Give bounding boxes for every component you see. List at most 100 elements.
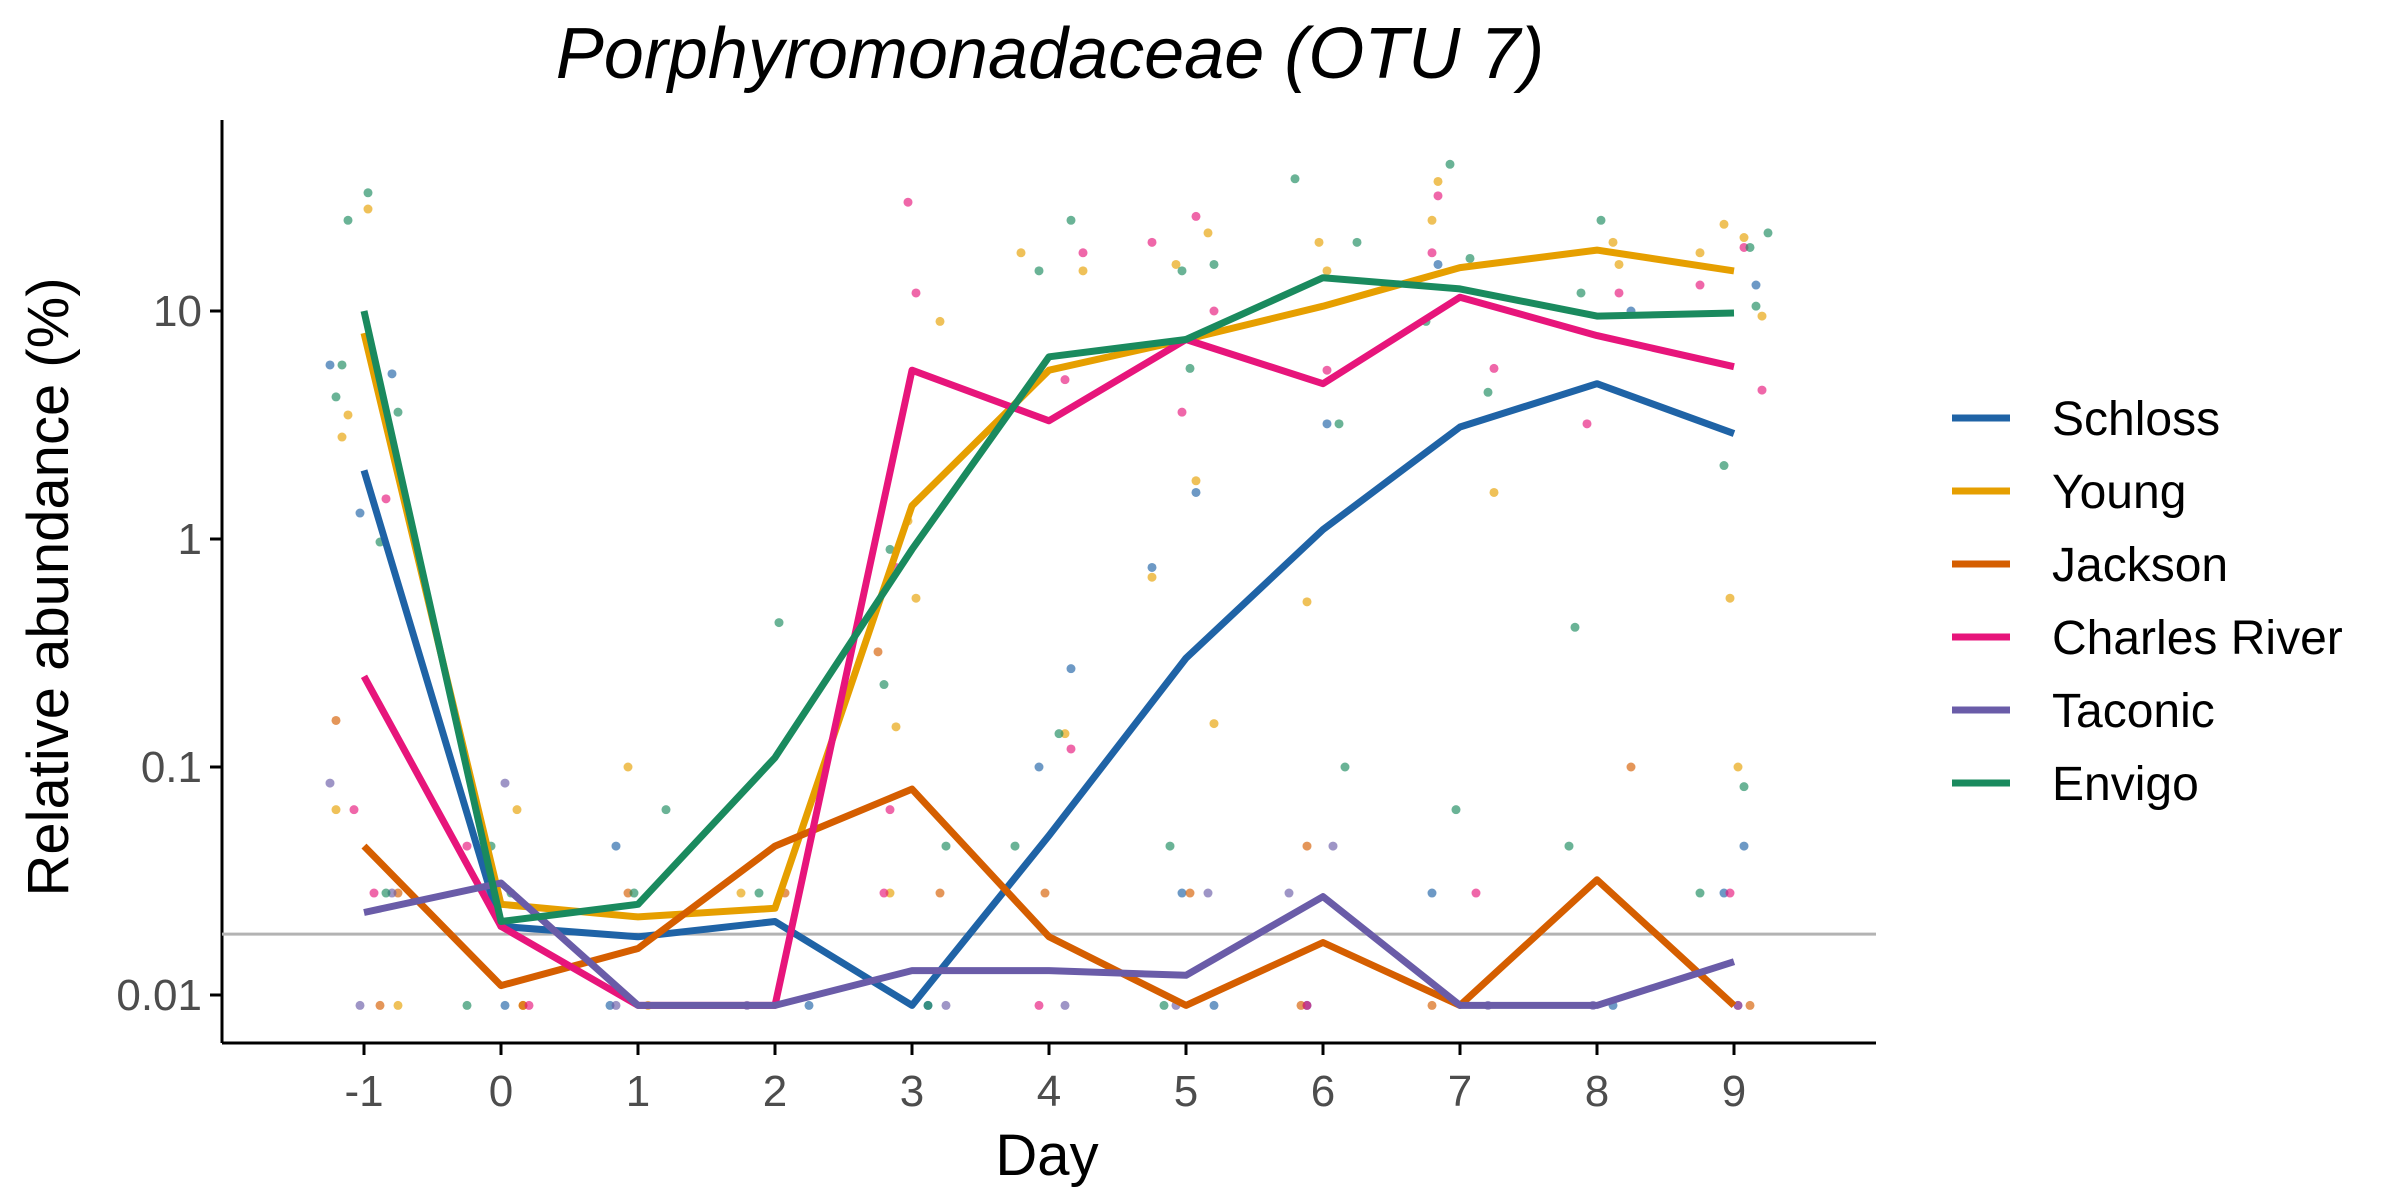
data-point-taconic bbox=[1328, 841, 1338, 851]
data-point-envigo bbox=[1576, 288, 1586, 298]
data-point-taconic bbox=[500, 778, 510, 788]
data-point-charles-river bbox=[911, 288, 921, 298]
data-point-envigo bbox=[1034, 266, 1044, 276]
data-point-charles-river bbox=[879, 888, 889, 898]
series-line-charles-river bbox=[360, 293, 1735, 1009]
data-point-young bbox=[1314, 237, 1324, 247]
data-point-young bbox=[1739, 233, 1749, 243]
data-point-charles-river bbox=[1471, 888, 1481, 898]
data-point-envigo bbox=[774, 618, 784, 628]
data-point-envigo bbox=[1570, 622, 1580, 632]
data-point-young bbox=[1302, 597, 1312, 607]
data-point-charles-river bbox=[1489, 363, 1499, 373]
data-point-charles-river bbox=[903, 197, 913, 207]
data-point-envigo bbox=[1054, 729, 1064, 739]
data-point-schloss bbox=[325, 360, 335, 370]
data-point-young bbox=[1433, 176, 1443, 186]
data-point-schloss bbox=[1034, 762, 1044, 772]
y-tick-label: 0.01 bbox=[116, 971, 202, 1020]
data-point-young bbox=[1757, 311, 1767, 321]
data-point-envigo bbox=[1066, 215, 1076, 225]
data-point-young bbox=[1147, 572, 1157, 582]
data-point-young bbox=[1203, 228, 1213, 238]
plot-area: 0.01 0.1 1 10 -1 0 1 2 3 4 5 6 7 8 9 bbox=[116, 120, 1876, 1116]
data-point-young bbox=[1489, 487, 1499, 497]
x-tick-label: 9 bbox=[1722, 1067, 1746, 1116]
data-point-envigo bbox=[661, 805, 671, 815]
legend-item-taconic: Taconic bbox=[1952, 685, 2215, 738]
x-tick-label: 7 bbox=[1448, 1067, 1472, 1116]
data-point-young bbox=[1614, 259, 1624, 269]
data-point-charles-river bbox=[1427, 248, 1437, 258]
data-point-jackson bbox=[1185, 888, 1195, 898]
data-point-charles-river bbox=[1066, 744, 1076, 754]
data-point-jackson bbox=[1427, 1000, 1437, 1010]
data-point-envigo bbox=[629, 888, 639, 898]
legend-label: Schloss bbox=[2052, 393, 2220, 446]
data-point-envigo bbox=[1695, 888, 1705, 898]
data-point-jackson bbox=[1745, 1000, 1755, 1010]
data-point-envigo bbox=[1739, 782, 1749, 792]
data-point-jackson bbox=[331, 715, 341, 725]
data-point-young bbox=[393, 1000, 403, 1010]
y-tick-label: 10 bbox=[153, 287, 202, 336]
data-point-envigo bbox=[1159, 1000, 1169, 1010]
legend-item-jackson: Jackson bbox=[1952, 539, 2228, 592]
data-point-young bbox=[736, 888, 746, 898]
data-point-envigo bbox=[1177, 266, 1187, 276]
data-point-young bbox=[337, 432, 347, 442]
data-point-young bbox=[623, 762, 633, 772]
x-tick-label: 0 bbox=[489, 1067, 513, 1116]
legend: Schloss Young Jackson Charles River Taconic E… bbox=[1952, 393, 2343, 811]
data-point-taconic bbox=[611, 1000, 621, 1010]
data-point-charles-river bbox=[1695, 280, 1705, 290]
data-point-envigo bbox=[1209, 259, 1219, 269]
data-point-charles-river bbox=[349, 805, 359, 815]
data-point-charles-river bbox=[1302, 1000, 1312, 1010]
data-point-envigo bbox=[331, 392, 341, 402]
data-point-envigo bbox=[1745, 242, 1755, 252]
data-point-schloss bbox=[1147, 562, 1157, 572]
data-point-schloss bbox=[387, 369, 397, 379]
data-point-envigo bbox=[337, 360, 347, 370]
data-point-taconic bbox=[1203, 888, 1213, 898]
data-point-taconic bbox=[1060, 1000, 1070, 1010]
data-point-schloss bbox=[500, 1000, 510, 1010]
data-point-schloss bbox=[611, 841, 621, 851]
data-point-young bbox=[1191, 476, 1201, 486]
data-point-envigo bbox=[1596, 215, 1606, 225]
data-point-envigo bbox=[923, 1000, 933, 1010]
data-point-schloss bbox=[1751, 280, 1761, 290]
legend-label: Jackson bbox=[2052, 539, 2228, 592]
data-point-charles-river bbox=[1433, 191, 1443, 201]
data-point-jackson bbox=[873, 647, 883, 657]
data-point-charles-river bbox=[1582, 419, 1592, 429]
data-point-jackson bbox=[1040, 888, 1050, 898]
data-point-charles-river bbox=[1614, 288, 1624, 298]
data-point-envigo bbox=[1564, 841, 1574, 851]
legend-item-envigo: Envigo bbox=[1952, 758, 2199, 811]
x-tick-label: 6 bbox=[1311, 1067, 1335, 1116]
data-point-jackson bbox=[375, 1000, 385, 1010]
x-tick-label: -1 bbox=[344, 1067, 383, 1116]
x-tick-label: 2 bbox=[763, 1067, 787, 1116]
data-point-young bbox=[1725, 593, 1735, 603]
data-point-charles-river bbox=[1177, 407, 1187, 417]
data-point-envigo bbox=[1290, 174, 1300, 184]
legend-label: Taconic bbox=[2052, 685, 2215, 738]
data-point-young bbox=[1733, 762, 1743, 772]
legend-label: Envigo bbox=[2052, 758, 2199, 811]
data-point-taconic bbox=[355, 1000, 365, 1010]
data-point-young bbox=[1078, 266, 1088, 276]
data-point-charles-river bbox=[885, 805, 895, 815]
data-point-envigo bbox=[1751, 301, 1761, 311]
data-point-young bbox=[1608, 237, 1618, 247]
data-point-jackson bbox=[935, 888, 945, 898]
data-point-charles-river bbox=[462, 841, 472, 851]
data-point-envigo bbox=[941, 841, 951, 851]
data-point-envigo bbox=[1185, 363, 1195, 373]
data-point-schloss bbox=[1322, 419, 1332, 429]
legend-label: Charles River bbox=[2052, 612, 2343, 665]
data-point-jackson bbox=[1626, 762, 1636, 772]
